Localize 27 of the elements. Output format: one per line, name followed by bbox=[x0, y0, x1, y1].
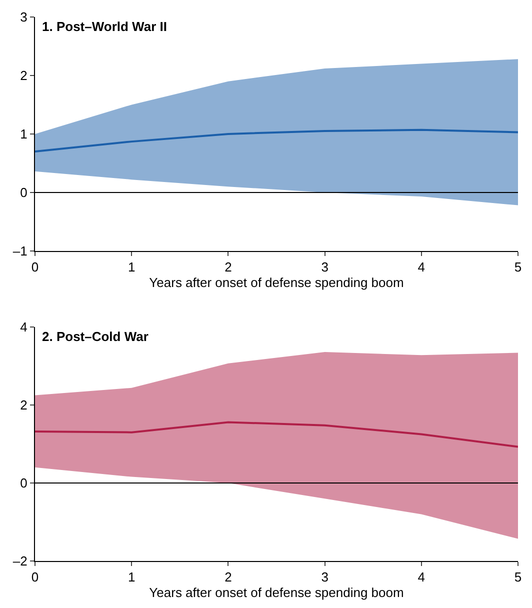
y-tick-label: –2 bbox=[12, 554, 28, 569]
x-tick-label: 2 bbox=[224, 570, 232, 585]
y-tick-label: 0 bbox=[20, 184, 28, 200]
y-tick-label: 2 bbox=[20, 68, 28, 84]
x-tick-label: 0 bbox=[31, 260, 39, 275]
x-tick-label: 2 bbox=[224, 260, 232, 275]
x-tick-label: 4 bbox=[418, 570, 426, 585]
y-tick-label: 2 bbox=[20, 398, 28, 413]
line-series bbox=[35, 421, 518, 448]
x-axis-title: Years after onset of defense spending boom bbox=[149, 585, 404, 600]
x-tick-label: 3 bbox=[321, 570, 328, 585]
chart-title: 2. Post–Cold War bbox=[42, 329, 148, 344]
x-tick-label: 1 bbox=[128, 260, 136, 275]
y-tick-label: 1 bbox=[20, 126, 28, 142]
line-series bbox=[35, 128, 518, 152]
y-tick-label: 4 bbox=[20, 320, 28, 335]
y-tick-label: –1 bbox=[12, 243, 28, 258]
x-tick-label: 0 bbox=[31, 570, 39, 585]
x-tick-label: 5 bbox=[514, 260, 522, 275]
y-tick-label: 0 bbox=[20, 476, 28, 491]
x-tick-label: 5 bbox=[514, 570, 522, 585]
x-tick-label: 4 bbox=[418, 260, 426, 275]
x-axis-title: Years after onset of defense spending boom bbox=[149, 275, 404, 290]
x-tick-label: 3 bbox=[321, 260, 328, 275]
x-tick-label: 1 bbox=[128, 570, 136, 585]
chart-title: 1. Post–World War II bbox=[42, 19, 167, 34]
y-tick-label: 3 bbox=[20, 10, 28, 25]
